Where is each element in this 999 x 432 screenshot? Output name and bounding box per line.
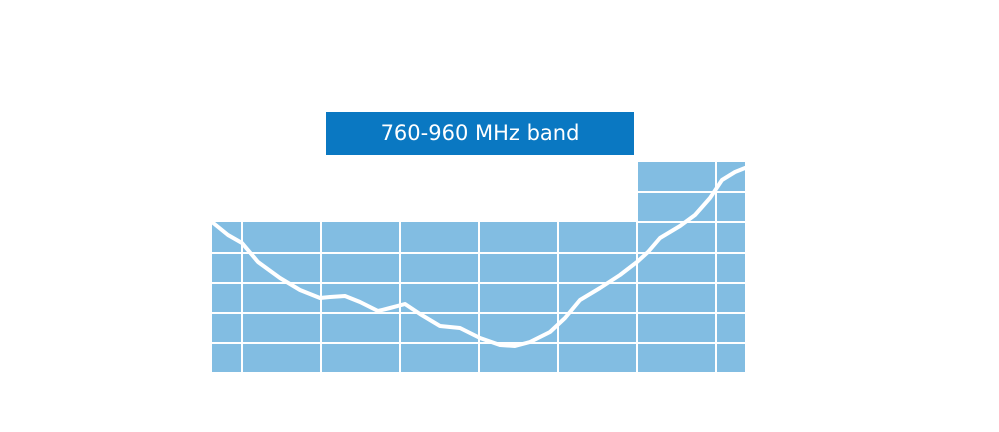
response-curve — [210, 166, 747, 348]
band-label: 760-960 MHz band — [381, 121, 580, 145]
label-box — [326, 112, 634, 155]
grid — [212, 162, 745, 372]
